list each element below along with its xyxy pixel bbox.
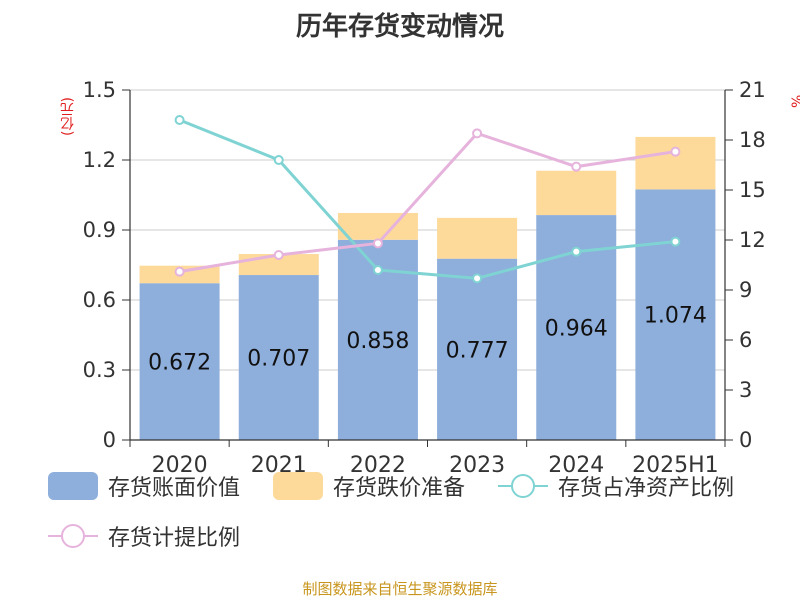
point-ratio-net <box>372 265 383 275</box>
chart-title: 历年存货变动情况 <box>295 12 504 42</box>
bar-data-label: 0.777 <box>446 338 509 363</box>
y-right-tick-label: 15 <box>739 178 766 202</box>
y-left-tick-label: 1.2 <box>83 148 116 172</box>
x-tick-label: 2025H1 <box>632 453 719 478</box>
y-right-tick-label: 21 <box>739 78 766 102</box>
bar-data-label: 1.074 <box>644 304 707 329</box>
y-right-tick-label: 3 <box>739 378 752 402</box>
bar-reserve <box>635 136 716 190</box>
legend-item-book[interactable]: 存货账面价值 <box>48 470 240 502</box>
bar-book-value <box>437 258 518 440</box>
bar-reserve <box>536 170 617 216</box>
legend-item-ratio-net[interactable]: 存货占净资产比例 <box>498 470 734 502</box>
y-right-tick-label: 6 <box>739 328 752 352</box>
legend-label-ratio-net: 存货占净资产比例 <box>558 476 735 501</box>
y-left-tick-label: 1.5 <box>83 78 116 102</box>
point-ratio-net <box>273 155 284 165</box>
legend-swatch-book <box>48 472 98 500</box>
legend-label-ratio-provision: 存货计提比例 <box>108 526 241 551</box>
bar-data-label: 0.858 <box>346 329 409 354</box>
point-ratio-provision <box>571 161 582 172</box>
point-ratio-provision <box>472 128 483 139</box>
point-ratio-provision <box>273 250 284 260</box>
bar-reserve <box>437 217 518 259</box>
x-tick-label: 2023 <box>449 453 505 478</box>
x-tick-label: 2022 <box>350 453 406 478</box>
x-tick-label: 2024 <box>548 453 604 478</box>
y-left-tick-label: 0.6 <box>83 288 116 312</box>
bar-data-label: 0.964 <box>545 317 608 342</box>
point-ratio-net <box>472 273 483 284</box>
bar-book-value <box>238 275 319 440</box>
point-ratio-net <box>571 246 582 257</box>
bar-data-label: 0.707 <box>247 347 310 372</box>
bar-reserve <box>337 212 418 240</box>
x-tick-label: 2020 <box>152 453 208 478</box>
bar-book-value <box>635 189 716 440</box>
legend-swatch-ratio-provision <box>48 524 98 548</box>
y-right-tick-label: 18 <box>739 128 766 152</box>
y-left-tick-label: 0.9 <box>83 218 116 242</box>
legend-swatch-ratio-net <box>498 474 548 498</box>
legend-item-ratio-provision[interactable]: 存货计提比例 <box>48 520 240 552</box>
point-ratio-net <box>670 236 681 247</box>
data-source-note: 制图数据来自恒生聚源数据库 <box>302 580 498 598</box>
point-ratio-provision <box>372 238 383 249</box>
y-left-tick-label: 0.3 <box>83 358 116 382</box>
line-ratio-net <box>179 118 676 280</box>
point-ratio-net <box>174 115 185 125</box>
bar-data-label: 0.672 <box>148 351 211 376</box>
y-right-tick-label: 12 <box>739 228 766 252</box>
legend-swatch-reserve <box>273 472 323 500</box>
y-left-tick-label: 0 <box>103 428 116 452</box>
legend-label-book: 存货账面价值 <box>108 476 241 501</box>
y-right-tick-label: 9 <box>739 278 752 302</box>
point-ratio-provision <box>174 266 185 277</box>
bar-book-value <box>139 283 220 440</box>
line-ratio-provision <box>179 131 676 274</box>
legend-item-reserve[interactable]: 存货跌价准备 <box>273 470 465 502</box>
point-ratio-provision <box>670 146 681 157</box>
legend-label-reserve: 存货跌价准备 <box>333 476 466 501</box>
y-right-tick-label: 0 <box>739 428 752 452</box>
